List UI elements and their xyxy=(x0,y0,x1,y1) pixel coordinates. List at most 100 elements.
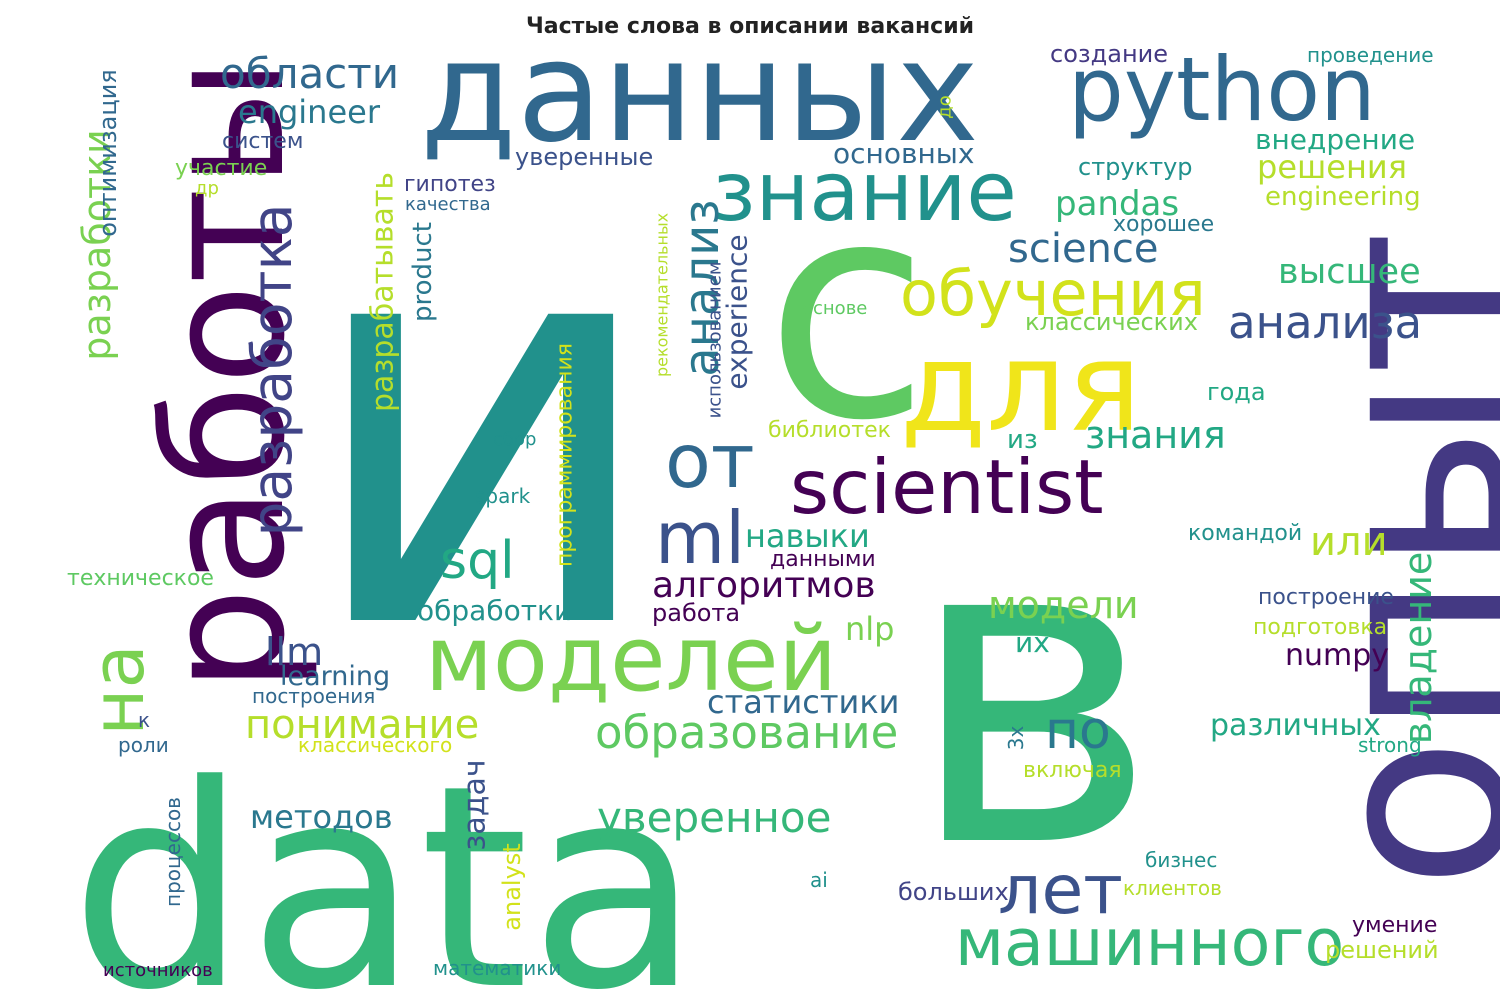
word-32: разработки xyxy=(75,129,119,361)
word-60: из xyxy=(1007,425,1038,455)
word-65: гипотез xyxy=(404,172,496,197)
word-36: pandas xyxy=(1055,184,1179,224)
word-2: с xyxy=(765,137,930,486)
word-26: science xyxy=(1008,226,1159,272)
word-55: engineering xyxy=(1265,182,1421,212)
word-38: методов xyxy=(250,798,393,836)
word-51: уверенные xyxy=(515,143,653,171)
word-61: программирования xyxy=(553,343,578,567)
word-58: learning xyxy=(280,661,390,692)
word-54: классических xyxy=(1025,308,1198,336)
word-15: обучения xyxy=(900,257,1206,330)
word-35: engineer xyxy=(238,93,381,131)
word-39: разрабатывать xyxy=(366,172,401,412)
word-46: experience xyxy=(721,234,754,389)
word-19: по xyxy=(1045,701,1111,761)
word-48: numpy xyxy=(1285,638,1389,673)
word-20: образование xyxy=(595,706,898,759)
word-10: знание xyxy=(712,145,1017,240)
word-31: или xyxy=(1310,519,1388,565)
word-14: разработка xyxy=(240,203,304,536)
word-63: участие xyxy=(175,156,267,181)
word-56: структур xyxy=(1078,153,1193,181)
word-33: владение xyxy=(1396,552,1440,745)
word-43: основных xyxy=(833,137,974,170)
word-44: llm xyxy=(265,630,323,674)
word-90: strong xyxy=(1358,733,1422,757)
word-0: и xyxy=(300,101,664,753)
word-74: построение xyxy=(1258,585,1394,610)
word-66: хорошее xyxy=(1113,212,1214,237)
word-50: обработки xyxy=(417,594,572,627)
word-75: техническое xyxy=(67,566,214,591)
word-64: проведение xyxy=(1307,43,1434,67)
word-77: классического xyxy=(298,733,452,757)
word-17: от xyxy=(665,417,755,505)
word-69: analyst xyxy=(498,843,526,930)
word-79: больших xyxy=(898,878,1009,906)
word-76: включая xyxy=(1023,758,1122,783)
word-37: статистики xyxy=(707,683,899,721)
word-87: роли xyxy=(118,733,169,757)
word-6: работы xyxy=(129,58,321,693)
word-85: рекомендательных xyxy=(653,213,672,377)
word-42: внедрение xyxy=(1255,123,1415,156)
word-21: анализа xyxy=(1228,296,1422,349)
word-67: года xyxy=(1207,378,1266,406)
word-4: опыт xyxy=(1275,230,1500,889)
word-1: в xyxy=(905,442,1158,942)
word-28: алгоритмов xyxy=(652,565,876,606)
word-cloud-title: Частые слова в описании вакансий xyxy=(525,14,975,39)
word-49: nlp xyxy=(845,610,894,648)
word-97: др xyxy=(195,178,219,199)
word-99: ai xyxy=(810,868,828,892)
word-95: к xyxy=(138,708,150,732)
word-84: использованием xyxy=(705,262,726,419)
word-41: решения xyxy=(1257,148,1407,186)
word-3: data xyxy=(70,726,701,1000)
word-70: работа xyxy=(652,599,740,627)
word-27: понимание xyxy=(245,702,479,748)
word-68: библиотек xyxy=(768,418,891,443)
word-82: математики xyxy=(433,956,561,980)
word-57: product xyxy=(408,222,438,322)
word-13: на xyxy=(76,644,160,735)
word-71: данными xyxy=(770,547,876,572)
word-34: высшее xyxy=(1278,252,1421,292)
word-40: навыки xyxy=(745,517,870,555)
word-9: моделей xyxy=(425,607,837,712)
word-12: машинного xyxy=(955,906,1344,981)
word-45: задач xyxy=(458,759,493,850)
word-30: знания xyxy=(1085,413,1226,457)
word-47: различных xyxy=(1210,708,1381,743)
word-18: ml xyxy=(655,496,745,580)
word-22: анализ xyxy=(674,199,730,377)
word-98: 3х xyxy=(1004,726,1028,751)
word-89: бизнес xyxy=(1145,848,1217,872)
word-83: источников xyxy=(103,960,213,981)
word-81: решений xyxy=(1325,936,1439,964)
word-24: области xyxy=(220,49,399,98)
word-72: командой xyxy=(1188,521,1302,546)
word-23: уверенное xyxy=(597,793,831,842)
word-29: модели xyxy=(988,583,1139,627)
word-25: sql xyxy=(440,531,515,591)
word-11: scientist xyxy=(790,443,1104,531)
word-16: лет xyxy=(998,851,1123,930)
word-92: основе xyxy=(802,298,867,319)
word-7: для xyxy=(900,315,1142,460)
word-8: python xyxy=(1068,38,1376,141)
word-96: до xyxy=(935,95,956,118)
word-88: клиентов xyxy=(1123,876,1222,900)
word-73: подготовка xyxy=(1253,615,1387,640)
word-78: процессов xyxy=(161,797,185,907)
word-53: создание xyxy=(1050,40,1168,68)
word-80: умение xyxy=(1352,913,1437,938)
word-52: оптимизация xyxy=(94,69,122,237)
word-86: построения xyxy=(252,684,375,708)
word-62: систем xyxy=(222,129,303,154)
word-94: spark xyxy=(475,484,531,508)
